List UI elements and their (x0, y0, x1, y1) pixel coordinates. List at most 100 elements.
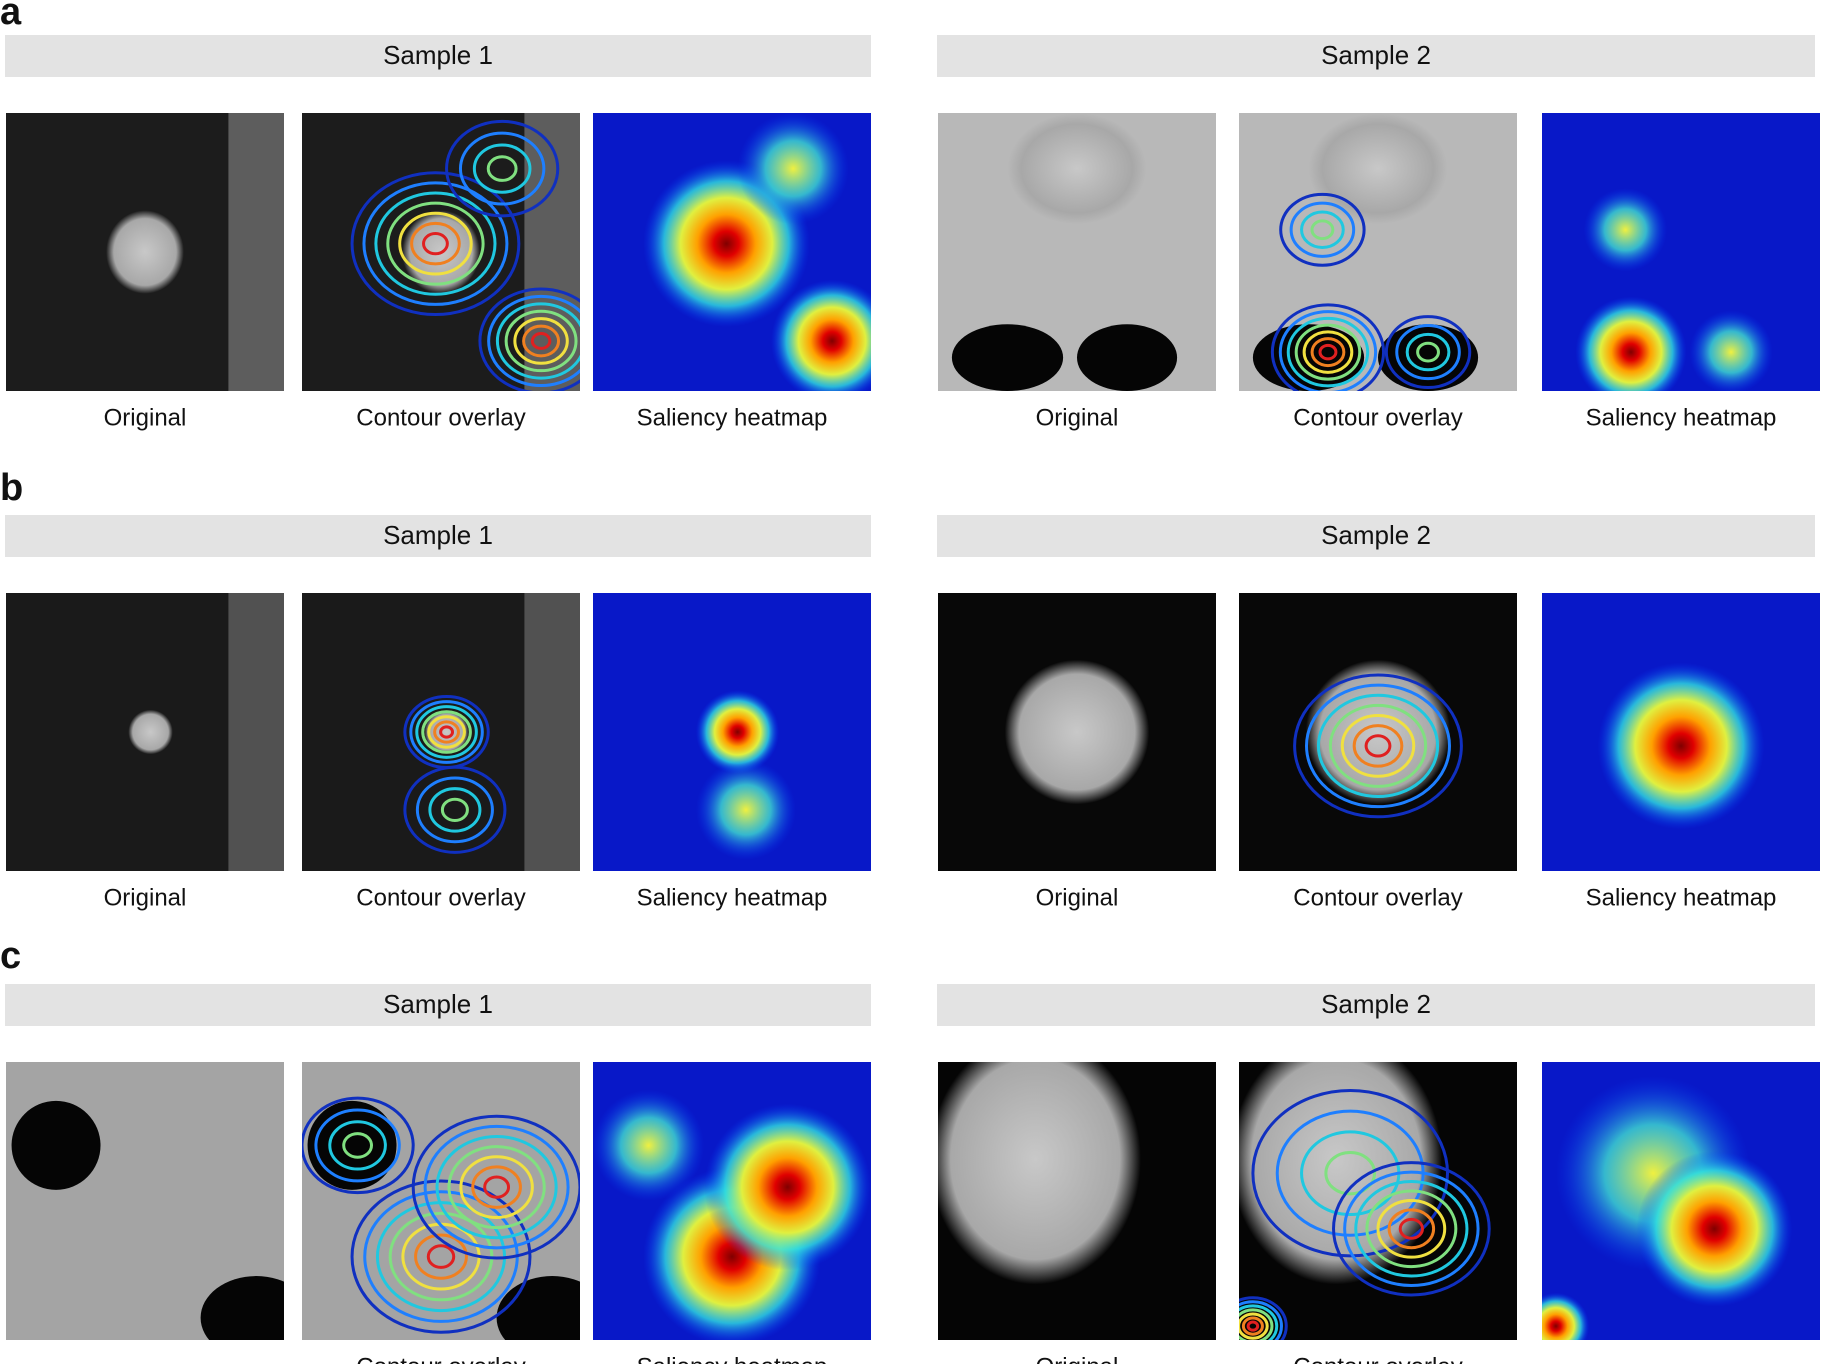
contour-overlay-image (1239, 1062, 1517, 1340)
sample-header (5, 515, 871, 557)
contour-line (1239, 1300, 1283, 1340)
contour-line (513, 317, 569, 365)
contour-line (410, 221, 461, 266)
original-image (6, 1062, 284, 1340)
contour-line (1398, 1217, 1424, 1240)
contour-line (422, 232, 449, 256)
contour-line (1289, 201, 1356, 258)
contour-line (440, 797, 469, 822)
contour-line (1340, 714, 1416, 778)
contour-line (458, 131, 546, 206)
contour-line (1310, 337, 1346, 368)
scan-cavity (200, 1276, 284, 1340)
contour-line (426, 1244, 456, 1269)
contour-line (433, 720, 460, 744)
contour-line (1293, 673, 1463, 819)
contour-line (423, 1124, 570, 1250)
scan-nodule (1308, 113, 1448, 225)
scan-cavity (496, 1276, 580, 1340)
contour-line (487, 294, 580, 388)
contour-line (350, 1179, 532, 1334)
sample-title: Sample 1 (383, 520, 493, 550)
contour-line (411, 1114, 580, 1260)
panel-label: a (0, 0, 22, 33)
sample-header (937, 35, 1815, 77)
contour-line (1352, 724, 1404, 768)
image-caption: Contour overlay (356, 884, 525, 911)
contour-line (1310, 219, 1335, 241)
scan-nodule (938, 1062, 1141, 1285)
scan-nodule (128, 709, 173, 755)
contour-line (421, 710, 472, 754)
contour-line (1239, 1304, 1279, 1340)
contour-line (1328, 703, 1428, 788)
contour-line (342, 1132, 374, 1159)
original-image (6, 113, 284, 391)
contour-line (1239, 1308, 1274, 1340)
scan-cavity (1077, 324, 1178, 391)
heat-spot (1636, 1150, 1793, 1307)
panel-label: c (0, 935, 21, 977)
heat-spot (1597, 662, 1765, 830)
contour-line (1246, 1320, 1260, 1332)
sample-title: Sample 1 (383, 989, 493, 1019)
scan-nodule (1305, 659, 1451, 805)
contour-overlay-image (1239, 593, 1517, 871)
contour-overlay-image (1239, 113, 1517, 391)
heat-spot (1575, 296, 1687, 391)
contour-line (374, 191, 497, 296)
contour-line (1305, 683, 1451, 809)
contour-line (1416, 341, 1440, 363)
image-caption: Original (1036, 404, 1119, 431)
heat-spot (695, 759, 796, 860)
original-image (938, 113, 1216, 391)
saliency-heatmap-image (593, 113, 871, 391)
contour-line (427, 715, 466, 749)
contour-line (1384, 315, 1472, 390)
saliency-heatmap-image (1542, 593, 1820, 871)
scan-cavity (951, 324, 1064, 391)
contour-overlay-image (302, 113, 580, 391)
heat-spot (1542, 1292, 1590, 1340)
contour-line (1354, 1180, 1469, 1278)
image-caption: Contour overlay (1293, 404, 1462, 431)
contour-line (403, 765, 507, 854)
heat-spot (695, 690, 780, 774)
contour-line (1332, 1161, 1491, 1297)
image-caption: Contour overlay (1293, 884, 1462, 911)
contour-line (522, 324, 561, 358)
contour-line (1365, 1189, 1458, 1269)
contour-line (1364, 734, 1392, 758)
contour-line (1279, 192, 1366, 267)
saliency-heatmap-image (593, 593, 871, 871)
sample-title: Sample 2 (1321, 520, 1431, 550)
contour-line (1300, 210, 1345, 249)
sample-header (937, 515, 1815, 557)
contour-line (328, 1120, 387, 1171)
heat-spot (1583, 188, 1668, 272)
contour-line (1286, 316, 1370, 388)
contour-line (439, 725, 455, 739)
contour-line (302, 1096, 415, 1195)
image-caption: Contour overlay (1293, 1353, 1462, 1364)
contour-overlay-image (302, 593, 580, 871)
contour-line (398, 211, 473, 276)
image-caption: Contour overlay (356, 1353, 525, 1364)
image-caption: Saliency heatmap (1586, 404, 1777, 431)
contour-line (530, 332, 552, 350)
contour-line (435, 1134, 558, 1240)
contour-line (1278, 310, 1378, 391)
contour-line (1239, 1312, 1269, 1340)
image-caption: Saliency heatmap (637, 1353, 828, 1364)
saliency-heatmap-image (1542, 113, 1820, 391)
contour-line (415, 776, 494, 844)
image-caption: Original (1036, 884, 1119, 911)
contour-line (472, 143, 532, 194)
contour-line (478, 287, 580, 391)
contour-line (1270, 303, 1386, 391)
image-caption: Contour overlay (356, 404, 525, 431)
image-caption: Original (104, 884, 187, 911)
scan-wall (524, 593, 580, 871)
contour-line (1302, 330, 1354, 374)
